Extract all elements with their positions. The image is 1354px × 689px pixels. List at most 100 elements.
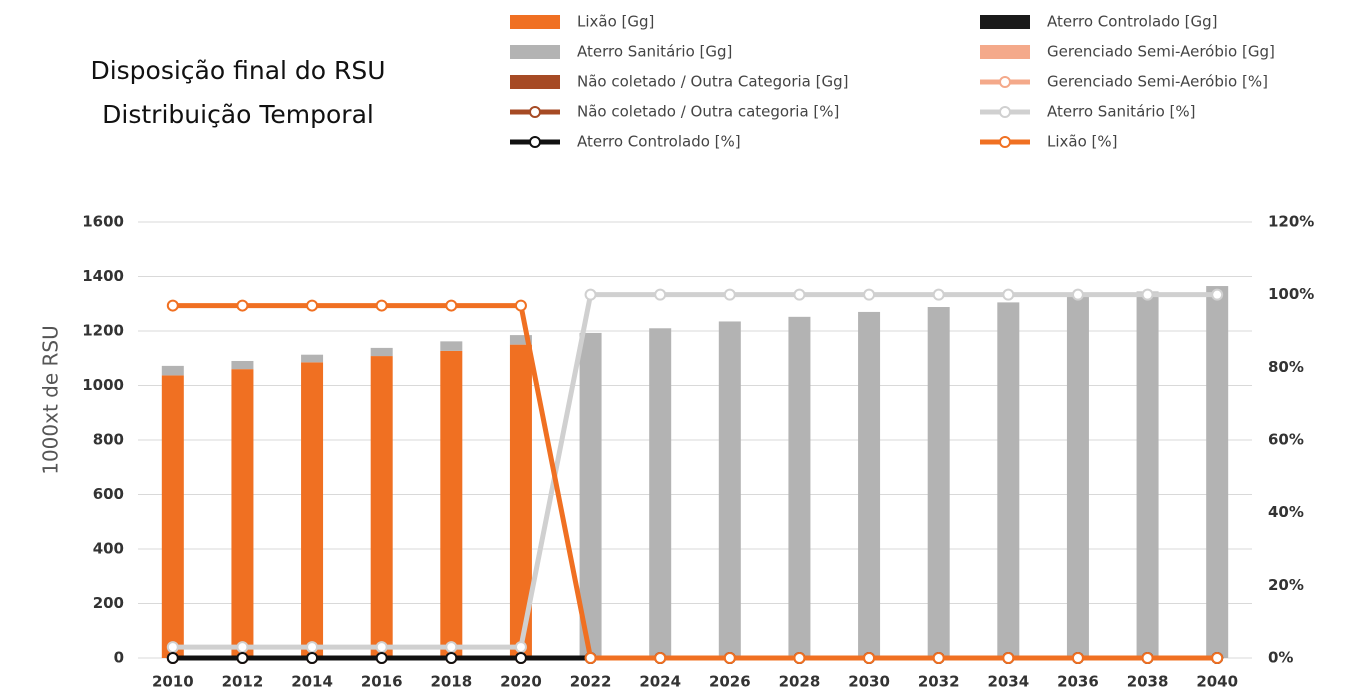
y-axis-label: 1000xt de RSU	[39, 325, 63, 475]
legend-marker	[529, 106, 541, 118]
y2-tick-label: 20%	[1268, 576, 1304, 594]
legend-label: Gerenciado Semi-Aeróbio [Gg]	[1047, 43, 1275, 61]
line-marker	[584, 652, 597, 664]
bar	[161, 375, 184, 658]
line	[172, 303, 1218, 661]
x-tick-label: 2040	[1196, 673, 1238, 689]
y-tick-label: 400	[93, 540, 124, 558]
x-tick-label: 2028	[779, 673, 821, 689]
line-marker	[166, 641, 179, 654]
line-marker	[1002, 288, 1015, 301]
bar	[509, 344, 532, 658]
bar	[927, 307, 950, 658]
bar	[858, 311, 881, 658]
line-marker	[584, 288, 597, 301]
y2-tick-label: 80%	[1268, 358, 1304, 376]
legend-label: Não coletado / Outra Categoria [Gg]	[577, 73, 848, 91]
y2-tick-label: 0%	[1268, 649, 1293, 667]
line-marker	[723, 652, 736, 664]
x-tick-label: 2022	[570, 673, 612, 689]
bar	[1066, 296, 1089, 658]
legend-marker	[999, 106, 1011, 118]
line-marker	[1071, 652, 1084, 664]
line-marker	[236, 652, 249, 664]
y-tick-label: 1600	[82, 213, 124, 231]
x-tick-label: 2038	[1127, 673, 1169, 689]
line-marker	[236, 299, 249, 312]
line-marker	[514, 641, 527, 654]
line	[172, 292, 1218, 650]
line-marker	[1141, 652, 1154, 664]
line-marker	[514, 299, 527, 312]
line-marker	[375, 641, 388, 654]
bar	[440, 350, 463, 658]
line-marker	[445, 641, 458, 654]
y-tick-label: 1200	[82, 322, 124, 340]
x-tick-label: 2026	[709, 673, 751, 689]
y-tick-label: 0	[114, 649, 124, 667]
legend-swatch	[510, 45, 560, 59]
x-tick-label: 2034	[987, 673, 1029, 689]
line-marker	[1211, 288, 1224, 301]
line-marker	[793, 652, 806, 664]
line-marker	[1071, 288, 1084, 301]
bar	[301, 354, 324, 363]
bar	[788, 316, 811, 658]
bar	[370, 347, 393, 357]
bar	[231, 360, 254, 370]
legend-label: Aterro Sanitário [%]	[1047, 103, 1196, 121]
bar	[1206, 286, 1229, 658]
x-tick-label: 2032	[918, 673, 960, 689]
legend-swatch	[980, 45, 1030, 59]
line-marker	[654, 288, 667, 301]
y2-tick-label: 100%	[1268, 285, 1314, 303]
x-tick-label: 2018	[430, 673, 472, 689]
line-marker	[514, 652, 527, 664]
legend-label: Aterro Controlado [Gg]	[1047, 13, 1218, 31]
y2-tick-label: 60%	[1268, 431, 1304, 449]
legend-label: Lixão [Gg]	[577, 13, 654, 31]
bar	[1136, 291, 1159, 658]
legend-marker	[999, 136, 1011, 148]
bar	[440, 341, 463, 351]
legend-swatch	[510, 15, 560, 29]
bar	[301, 362, 324, 658]
line-marker	[306, 652, 319, 664]
legend-label: Aterro Controlado [%]	[577, 133, 741, 151]
line-marker	[932, 288, 945, 301]
line-marker	[932, 652, 945, 664]
y2-tick-label: 120%	[1268, 213, 1314, 231]
legend-label: Gerenciado Semi-Aeróbio [%]	[1047, 73, 1268, 91]
legend-marker	[529, 136, 541, 148]
legend-label: Aterro Sanitário [Gg]	[577, 43, 732, 61]
legend-label: Lixão [%]	[1047, 133, 1118, 151]
line-marker	[654, 652, 667, 664]
bar	[718, 321, 741, 658]
x-tick-label: 2024	[639, 673, 681, 689]
line-marker	[863, 652, 876, 664]
legend-swatch	[510, 75, 560, 89]
y-tick-label: 1400	[82, 267, 124, 285]
line-marker	[166, 652, 179, 664]
line-marker	[236, 641, 249, 654]
bar	[649, 328, 672, 658]
x-tick-label: 2036	[1057, 673, 1099, 689]
bar	[579, 332, 602, 658]
chart-title: Disposição final do RSU	[90, 56, 385, 85]
chart-subtitle: Distribuição Temporal	[102, 100, 374, 129]
line-marker	[445, 652, 458, 664]
line-marker	[1002, 652, 1015, 664]
legend-swatch	[980, 15, 1030, 29]
x-tick-label: 2030	[848, 673, 890, 689]
y-tick-label: 200	[93, 594, 124, 612]
bar	[231, 369, 254, 658]
line-marker	[1141, 288, 1154, 301]
x-tick-label: 2016	[361, 673, 403, 689]
line-marker	[375, 652, 388, 664]
line-marker	[863, 288, 876, 301]
bar	[161, 365, 184, 376]
x-tick-label: 2012	[222, 673, 264, 689]
y2-tick-label: 40%	[1268, 503, 1304, 521]
line-marker	[306, 299, 319, 312]
